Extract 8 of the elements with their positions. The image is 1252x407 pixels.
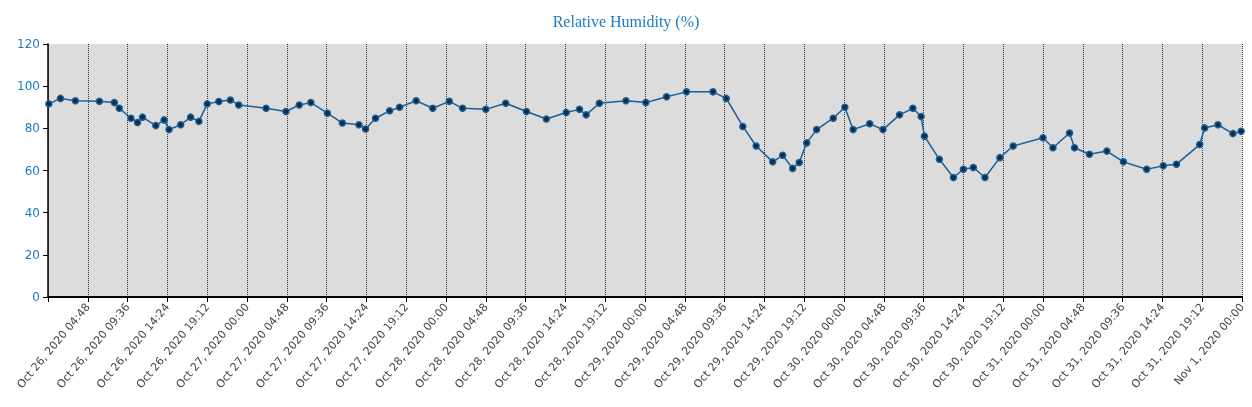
y-tick-label: 20 [24,247,40,262]
y-tick-label: 60 [24,163,40,178]
y-tick-label: 0 [32,290,40,304]
y-tick-label: 80 [24,121,40,136]
y-tick-label: 100 [17,79,40,94]
y-tick-label: 40 [24,205,40,220]
chart-title: Relative Humidity (%) [552,12,700,31]
y-tick-label: 120 [17,37,40,51]
